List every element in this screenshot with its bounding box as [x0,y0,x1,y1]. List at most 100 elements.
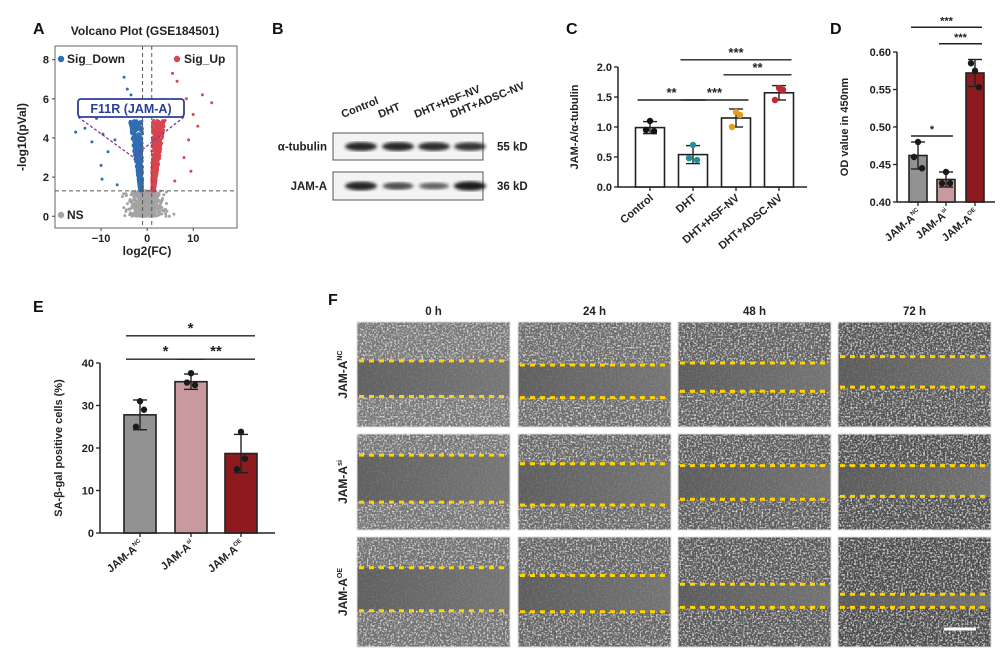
protein-band [382,142,414,151]
sig-down-point [138,132,142,136]
data-point [650,128,658,135]
x-tick-label: −10 [92,233,111,245]
significance-label: * [188,320,194,337]
data-point [646,117,654,125]
sig-down-point [135,171,139,175]
sig-down-point [133,147,137,151]
legend-ns-marker [57,211,65,219]
x-tick-label: DHT [674,192,699,216]
sig-up-point [157,147,161,151]
wound-image [356,321,511,428]
wound-gap [357,360,510,397]
data-point [736,111,744,119]
ns-point [156,205,160,209]
ns-point [160,199,164,203]
sig-down-point [83,126,87,130]
y-tick-label: 20 [82,443,94,455]
data-point [771,96,779,104]
significance-label: * [930,124,935,136]
x-tick-label: 10 [187,233,199,245]
annotation-box [77,98,185,118]
x-tick-label: 0 [144,233,150,245]
ns-point [155,200,159,204]
y-tick-label: 1.0 [597,122,612,134]
sig-up-point [155,150,159,154]
wound-image [837,433,992,531]
data-point [779,86,787,94]
sig-down-point [74,130,78,134]
data-point [946,180,954,187]
sig-down-point [134,160,138,163]
molecular-weight-label: 55 kD [497,142,528,154]
category-superscript: OE [967,207,977,217]
annotation-label: F11R (JAM-A) [90,102,171,116]
sig-up-point [210,101,214,105]
y-tick-label: 0.60 [870,47,891,59]
ns-point [143,214,147,218]
sig-down-point [129,128,133,132]
ns-point [139,206,143,210]
image-border [677,536,832,648]
ns-point [164,214,168,218]
bar [634,126,666,188]
sig-up-point [153,144,157,148]
wound-image [677,433,832,531]
ns-point [128,199,132,203]
protein-band [345,181,377,191]
data-point [183,379,191,386]
sig-up-point [154,170,158,174]
ns-point [130,201,134,205]
ns-point [135,214,138,218]
sig-down-point [137,142,141,146]
significance-label: ** [666,85,677,100]
sig-down-point [134,128,138,132]
panel-label-e: E [33,299,44,316]
data-point [918,165,926,172]
panel-label-a: A [33,21,45,38]
sig-down-point [139,126,142,130]
y-tick-label: 0 [88,528,94,540]
data-point [728,123,736,131]
wound-gap [357,567,510,611]
sig-up-point [189,169,193,173]
sig-up-point [156,128,159,132]
data-point [237,428,245,436]
blot-row-label: α-tubulin [278,142,327,154]
timepoint-label: 72 h [903,306,926,318]
image-border [356,321,511,428]
ns-point [136,211,140,215]
ns-point [121,195,124,199]
ns-point [132,195,136,199]
ns-point [143,208,147,211]
sig-up-point [182,156,186,159]
y-tick-label: 40 [82,358,94,370]
ns-point [158,203,162,207]
protein-band [382,182,414,190]
ns-point [152,196,156,199]
protein-band [453,181,487,191]
data-point [910,153,918,161]
volcano-points [74,71,214,218]
data-point [191,381,199,389]
x-tick-label: Control [618,192,656,226]
data-point [136,398,144,405]
wound-image [356,536,511,648]
y-tick-label: 0.0 [597,182,612,194]
sig-down-point [135,121,139,125]
category-base: JAM-A [883,213,917,245]
y-axis-label: SA-β-gal positive cells (%) [53,379,65,517]
wound-image [677,536,832,648]
blot-row-label: JAM-A [291,181,327,193]
timepoint-label: 24 h [583,306,606,318]
bar [965,72,985,203]
category-superscript: si [940,207,948,215]
ns-point [160,212,164,216]
ns-point [127,207,131,211]
ns-point [133,206,137,210]
sig-up-point [154,153,158,157]
wound-gap [518,575,671,612]
significance-label: ** [210,343,222,360]
protein-band [345,142,377,151]
y-tick-label: 0.45 [870,160,891,172]
